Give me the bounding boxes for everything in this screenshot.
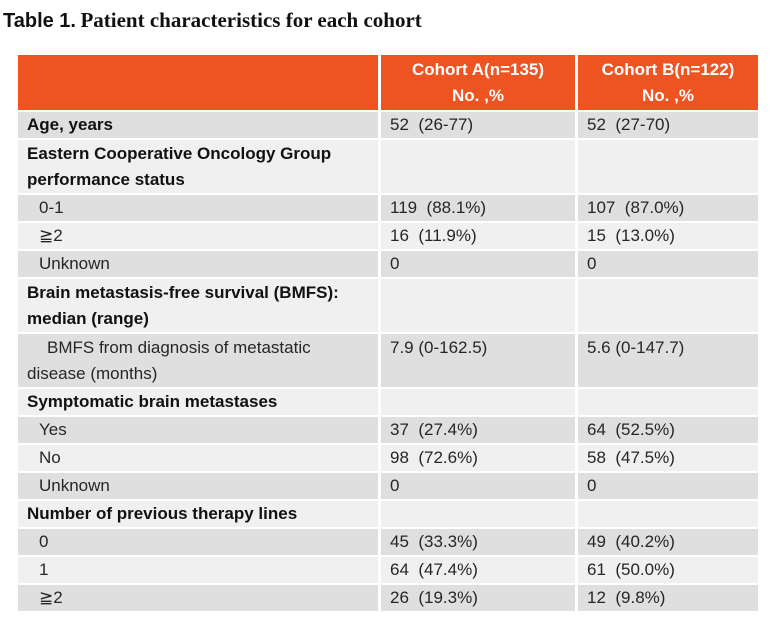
row-label: Symptomatic brain metastases bbox=[18, 389, 378, 415]
value-cohort-a: 26 (19.3%) bbox=[381, 585, 575, 611]
row-label: 0-1 bbox=[18, 195, 378, 221]
row-label: Number of previous therapy lines bbox=[18, 501, 378, 527]
value-cohort-a: 45 (33.3%) bbox=[381, 529, 575, 555]
row-label: Eastern Cooperative Oncology Group perfo… bbox=[18, 140, 378, 193]
header-cohort-b-units: No. ,% bbox=[642, 86, 694, 105]
row-label: ≧2 bbox=[18, 585, 378, 611]
value-cohort-a bbox=[381, 279, 575, 332]
value-cohort-a: 64 (47.4%) bbox=[381, 557, 575, 583]
value-cohort-b bbox=[578, 140, 758, 193]
table-row-symptomatic-unknown: Unknown 0 0 bbox=[18, 473, 758, 499]
row-label: ≧2 bbox=[18, 223, 378, 249]
header-cell-empty bbox=[18, 55, 378, 110]
table-caption-text: Patient characteristics for each cohort bbox=[80, 8, 422, 32]
table-row-ecog-unknown: Unknown 0 0 bbox=[18, 251, 758, 277]
row-label: Yes bbox=[18, 417, 378, 443]
table-row-symptomatic-yes: Yes 37 (27.4%) 64 (52.5%) bbox=[18, 417, 758, 443]
value-cohort-b: 5.6 (0-147.7) bbox=[578, 334, 758, 387]
table-caption: Table 1. Patient characteristics for eac… bbox=[3, 8, 422, 33]
table-row-ecog-0-1: 0-1 119 (88.1%) 107 (87.0%) bbox=[18, 195, 758, 221]
value-cohort-b: 15 (13.0%) bbox=[578, 223, 758, 249]
value-cohort-b: 0 bbox=[578, 473, 758, 499]
value-cohort-a: 52 (26-77) bbox=[381, 112, 575, 138]
value-cohort-a bbox=[381, 501, 575, 527]
value-cohort-a bbox=[381, 140, 575, 193]
value-cohort-a: 7.9 (0-162.5) bbox=[381, 334, 575, 387]
value-cohort-a: 119 (88.1%) bbox=[381, 195, 575, 221]
value-cohort-a: 0 bbox=[381, 251, 575, 277]
header-cohort-a-units: No. ,% bbox=[452, 86, 504, 105]
table-row-bmfs-section: Brain metastasis-free survival (BMFS): m… bbox=[18, 279, 758, 332]
header-cohort-a-title: Cohort A(n=135) bbox=[411, 60, 545, 79]
value-cohort-b: 0 bbox=[578, 251, 758, 277]
table-caption-number: Table 1. bbox=[3, 10, 76, 32]
value-cohort-b: 61 (50.0%) bbox=[578, 557, 758, 583]
row-label: Unknown bbox=[18, 251, 378, 277]
row-label: Unknown bbox=[18, 473, 378, 499]
value-cohort-a: 37 (27.4%) bbox=[381, 417, 575, 443]
value-cohort-b: 49 (40.2%) bbox=[578, 529, 758, 555]
table-row-symptomatic-section: Symptomatic brain metastases bbox=[18, 389, 758, 415]
table-row-ecog-section: Eastern Cooperative Oncology Group perfo… bbox=[18, 140, 758, 193]
table-row-therapy-lines-0: 0 45 (33.3%) 49 (40.2%) bbox=[18, 529, 758, 555]
value-cohort-a: 16 (11.9%) bbox=[381, 223, 575, 249]
row-label: 1 bbox=[18, 557, 378, 583]
value-cohort-a bbox=[381, 389, 575, 415]
row-label: Age, years bbox=[18, 112, 378, 138]
row-label: No bbox=[18, 445, 378, 471]
row-label: Brain metastasis-free survival (BMFS): m… bbox=[18, 279, 378, 332]
table-row-age: Age, years 52 (26-77) 52 (27-70) bbox=[18, 112, 758, 138]
value-cohort-b bbox=[578, 389, 758, 415]
table-row-ecog-ge2: ≧2 16 (11.9%) 15 (13.0%) bbox=[18, 223, 758, 249]
value-cohort-b: 52 (27-70) bbox=[578, 112, 758, 138]
header-cell-cohort-a: Cohort A(n=135) No. ,% bbox=[381, 55, 575, 110]
header-cell-cohort-b: Cohort B(n=122) No. ,% bbox=[578, 55, 758, 110]
table-row-symptomatic-no: No 98 (72.6%) 58 (47.5%) bbox=[18, 445, 758, 471]
table-row-bmfs-from-diagnosis: BMFS from diagnosis of metastatic diseas… bbox=[18, 334, 758, 387]
value-cohort-b bbox=[578, 501, 758, 527]
value-cohort-b: 12 (9.8%) bbox=[578, 585, 758, 611]
value-cohort-a: 98 (72.6%) bbox=[381, 445, 575, 471]
table-row-therapy-lines-1: 1 64 (47.4%) 61 (50.0%) bbox=[18, 557, 758, 583]
table-header-row: Cohort A(n=135) No. ,% Cohort B(n=122) N… bbox=[18, 55, 758, 110]
table-row-therapy-lines-ge2: ≧2 26 (19.3%) 12 (9.8%) bbox=[18, 585, 758, 611]
header-cohort-b-title: Cohort B(n=122) bbox=[601, 60, 735, 79]
row-label: 0 bbox=[18, 529, 378, 555]
table-row-therapy-lines-section: Number of previous therapy lines bbox=[18, 501, 758, 527]
value-cohort-b: 58 (47.5%) bbox=[578, 445, 758, 471]
row-label: BMFS from diagnosis of metastatic diseas… bbox=[18, 334, 378, 387]
value-cohort-b: 64 (52.5%) bbox=[578, 417, 758, 443]
patient-characteristics-table: Cohort A(n=135) No. ,% Cohort B(n=122) N… bbox=[18, 55, 758, 613]
value-cohort-b bbox=[578, 279, 758, 332]
value-cohort-a: 0 bbox=[381, 473, 575, 499]
value-cohort-b: 107 (87.0%) bbox=[578, 195, 758, 221]
